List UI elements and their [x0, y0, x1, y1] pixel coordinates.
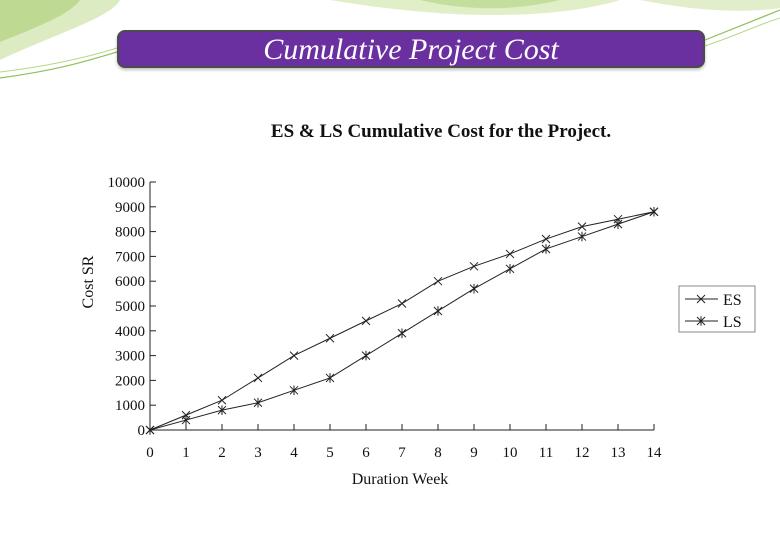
data-point-ls	[505, 264, 515, 274]
x-tick-label: 12	[575, 445, 590, 461]
data-point-es	[541, 234, 551, 244]
data-point-es	[289, 351, 299, 360]
y-tick-label: 6000	[115, 274, 145, 290]
data-point-es	[361, 316, 371, 326]
legend-marker-ls	[696, 316, 706, 326]
slide-title-banner: Cumulative Project Cost	[117, 30, 705, 68]
y-tick-label: 10000	[108, 175, 146, 191]
y-tick-label: 9000	[115, 200, 145, 216]
x-tick-label: 2	[218, 445, 226, 461]
y-axis-label: Cost SR	[80, 255, 97, 308]
data-point-es	[397, 299, 407, 308]
data-point-ls	[289, 385, 299, 396]
data-point-es	[217, 395, 227, 405]
y-tick-label: 7000	[115, 249, 145, 265]
data-point-ls	[145, 425, 155, 435]
data-point-es	[469, 261, 479, 271]
x-tick-label: 1	[182, 445, 190, 461]
data-point-ls	[361, 350, 371, 361]
header-decoration	[0, 0, 780, 79]
data-point-es	[505, 249, 515, 259]
x-tick-label: 13	[611, 445, 626, 461]
x-tick-label: 5	[326, 445, 334, 461]
data-point-ls	[577, 231, 587, 242]
legend-label-ls: LS	[723, 314, 742, 331]
x-tick-label: 11	[539, 445, 553, 461]
data-point-ls	[541, 244, 551, 254]
data-point-ls	[325, 373, 335, 383]
data-point-ls	[613, 219, 623, 229]
legend-box	[678, 285, 756, 333]
data-point-ls	[217, 405, 227, 415]
data-point-ls	[649, 206, 659, 217]
x-tick-label: 14	[647, 445, 663, 461]
legend-marker-es	[696, 294, 706, 304]
y-tick-label: 5000	[115, 299, 145, 315]
legend-label-es: ES	[723, 292, 742, 309]
data-point-ls	[433, 306, 443, 316]
data-point-es	[577, 222, 587, 231]
data-point-ls	[397, 328, 407, 339]
x-tick-label: 4	[290, 445, 298, 461]
x-tick-label: 3	[254, 445, 262, 461]
data-point-ls	[253, 397, 263, 408]
x-tick-label: 9	[470, 445, 478, 461]
y-tick-label: 8000	[115, 225, 145, 241]
x-tick-label: 8	[434, 445, 442, 461]
x-tick-label: 0	[146, 445, 154, 461]
x-tick-label: 7	[398, 445, 406, 461]
y-tick-label: 3000	[115, 349, 145, 365]
y-tick-label: 2000	[115, 373, 145, 389]
data-point-es	[325, 333, 335, 343]
x-tick-label: 10	[503, 445, 518, 461]
legend: ES LS	[678, 285, 756, 333]
y-tick-label: 0	[138, 423, 146, 439]
data-point-ls	[181, 415, 191, 425]
x-axis-label: Duration Week	[352, 471, 449, 488]
data-point-ls	[469, 283, 479, 294]
chart-title: ES & LS Cumulative Cost for the Project.	[271, 121, 611, 142]
y-tick-label: 1000	[115, 398, 145, 414]
slide-title: Cumulative Project Cost	[263, 33, 559, 66]
data-point-es	[433, 276, 443, 286]
data-point-es	[253, 373, 263, 383]
y-tick-label: 4000	[115, 324, 145, 340]
x-tick-label: 6	[362, 445, 370, 461]
